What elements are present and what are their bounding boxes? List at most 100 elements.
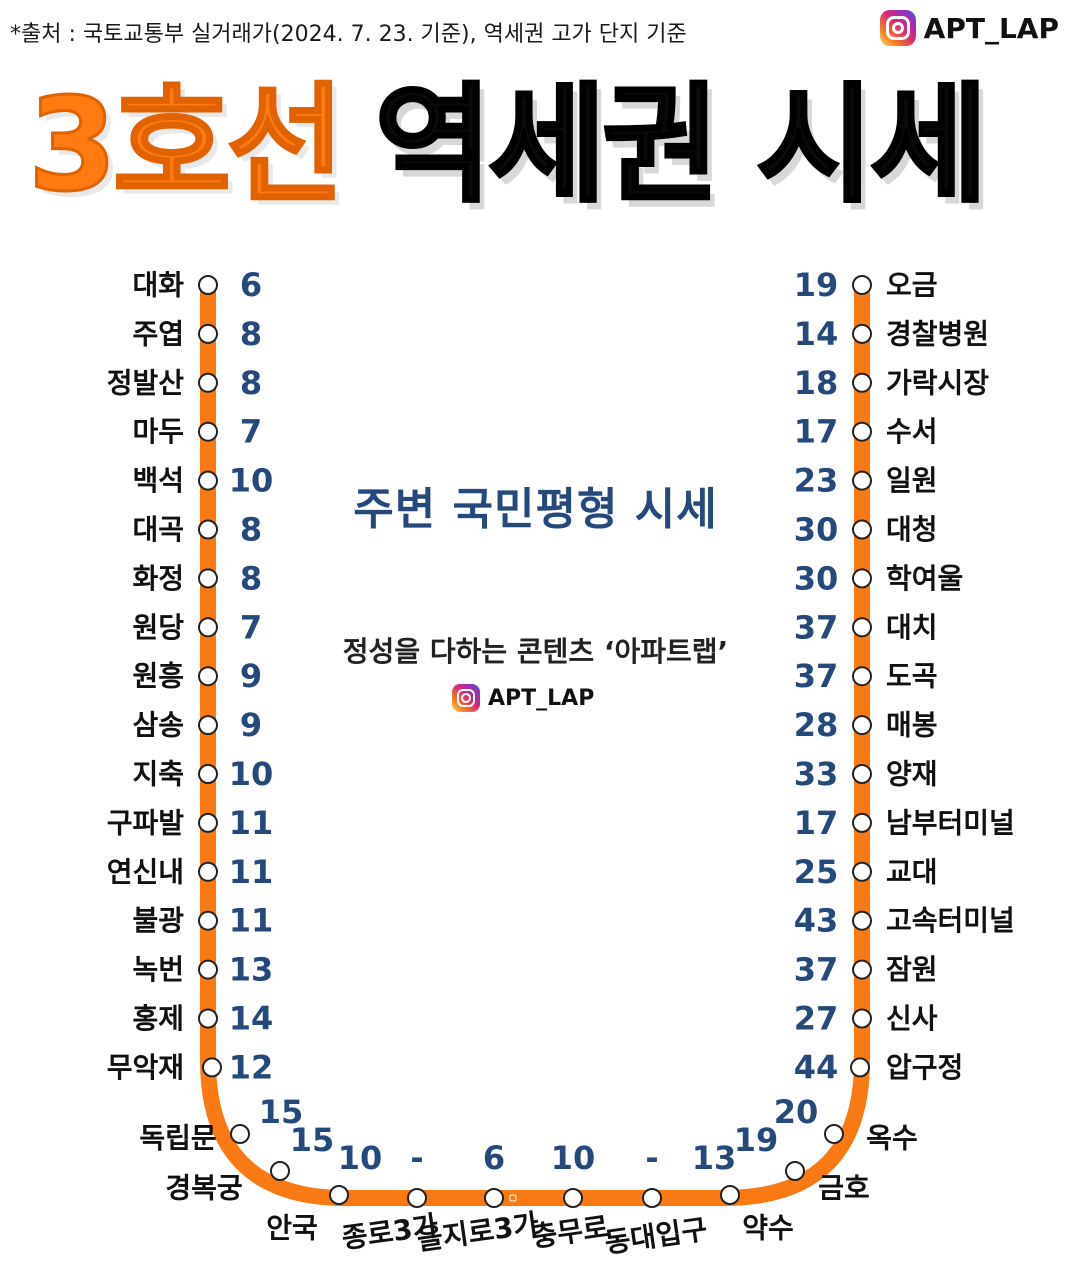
station-marker: [484, 1188, 504, 1208]
station-price: 13: [692, 1139, 737, 1177]
station-price: -: [645, 1139, 658, 1177]
brand-header[interactable]: APT_LAP: [879, 8, 1059, 48]
station-marker: [852, 910, 872, 931]
station-price: 7: [240, 608, 262, 646]
station-marker: [642, 1188, 662, 1208]
station-price: 7: [240, 413, 262, 451]
station-marker: [270, 1161, 290, 1181]
source-note: *출처 : 국토교통부 실거래가(2024. 7. 23. 기준), 역세권 고…: [10, 22, 687, 47]
station-name: 지축: [132, 758, 184, 791]
station-name: 가락시장: [886, 366, 989, 399]
station-name: 주엽: [132, 317, 184, 350]
station-price: 8: [240, 364, 262, 402]
station-price: 17: [794, 413, 839, 451]
page-title: 3호선 역세권 시세: [27, 80, 990, 211]
instagram-icon: [452, 684, 480, 712]
station-price: 14: [794, 315, 839, 353]
station-price: 8: [240, 559, 262, 597]
station-name: 도곡: [886, 660, 938, 693]
station-marker: [198, 764, 218, 784]
station-marker: [850, 1057, 870, 1078]
station-price: 11: [229, 804, 274, 842]
station-marker: [198, 617, 218, 638]
station-name: 경찰병원: [886, 317, 989, 350]
station-name: 고속터미널: [886, 904, 1015, 937]
station-marker: [852, 666, 872, 687]
station-name: 압구정: [886, 1051, 963, 1084]
station-price: 8: [240, 315, 262, 353]
station-name: 구파발: [107, 806, 185, 839]
station-price: 10: [229, 462, 274, 500]
station-marker: [407, 1188, 427, 1208]
station-price: 43: [794, 902, 839, 940]
station-name: 홍제: [132, 1002, 184, 1035]
station-marker: [852, 275, 872, 295]
station-marker: [198, 568, 218, 589]
station-marker: [198, 959, 218, 980]
station-marker: [852, 421, 872, 442]
station-name: 화정: [132, 562, 184, 595]
station-price: 17: [794, 804, 839, 842]
station-marker: [852, 959, 872, 980]
line-3-track: [200, 275, 870, 1206]
station-name: 삼송: [132, 709, 184, 742]
station-price: 6: [483, 1139, 505, 1177]
station-marker: [198, 519, 218, 540]
station-price: 11: [229, 853, 274, 891]
station-marker: [198, 715, 218, 736]
station-marker: [563, 1188, 583, 1208]
station-name: 남부터미널: [886, 806, 1015, 839]
station-marker: [198, 1008, 218, 1029]
station-name: 정발산: [107, 366, 185, 399]
station-price: 37: [794, 657, 839, 695]
station-marker: [198, 323, 218, 344]
station-name: 대청: [886, 513, 938, 546]
station-price: 19: [794, 266, 839, 304]
station-price: 37: [794, 608, 839, 646]
station-price: 10: [551, 1139, 596, 1177]
station-price: 23: [794, 462, 839, 500]
station-price: 25: [794, 853, 839, 891]
station-name: 경복궁: [165, 1172, 242, 1205]
station-name: 양재: [886, 758, 938, 791]
station-marker: [198, 372, 218, 393]
station-marker: [198, 666, 218, 687]
station-price: 33: [794, 755, 839, 793]
station-name: 원흥: [132, 660, 184, 693]
station-name: 오금: [886, 269, 938, 302]
station-marker: [824, 1124, 844, 1144]
station-marker: [852, 323, 872, 344]
station-price: 37: [794, 951, 839, 989]
station-marker: [852, 812, 872, 833]
station-price: 8: [240, 511, 262, 549]
station-name: 매봉: [886, 709, 938, 742]
center-brand[interactable]: APT_LAP: [452, 684, 594, 712]
map-subtitle: 주변 국민평형 시세: [353, 484, 718, 535]
brand-handle: APT_LAP: [923, 11, 1059, 45]
station-marker: [785, 1161, 805, 1181]
station-marker: [329, 1185, 349, 1205]
title-rest: 역세권 시세: [373, 71, 989, 220]
station-price: 30: [794, 559, 839, 597]
station-name: 옥수: [866, 1122, 918, 1155]
station-name: 충무로: [529, 1210, 610, 1253]
station-price: 13: [229, 951, 274, 989]
station-price: 9: [240, 657, 262, 695]
station-price: 12: [229, 1048, 274, 1086]
station-name: 약수: [742, 1212, 794, 1245]
station-price: 30: [794, 511, 839, 549]
station-marker: [852, 764, 872, 784]
station-marker: [198, 470, 218, 491]
station-name: 잠원: [886, 953, 938, 986]
station-marker: [202, 1057, 222, 1078]
station-marker: [198, 812, 218, 833]
center-brand-handle: APT_LAP: [488, 685, 595, 711]
station-price: 18: [794, 364, 839, 402]
station-price: 10: [229, 755, 274, 793]
instagram-icon: [879, 10, 916, 46]
tagline: 정성을 다하는 콘텐츠 ‘아파트랩’: [342, 635, 729, 668]
station-price: 10: [338, 1139, 383, 1177]
title-line-name: 3호선: [27, 71, 347, 220]
station-price: 14: [229, 1000, 274, 1038]
station-marker: [852, 372, 872, 393]
